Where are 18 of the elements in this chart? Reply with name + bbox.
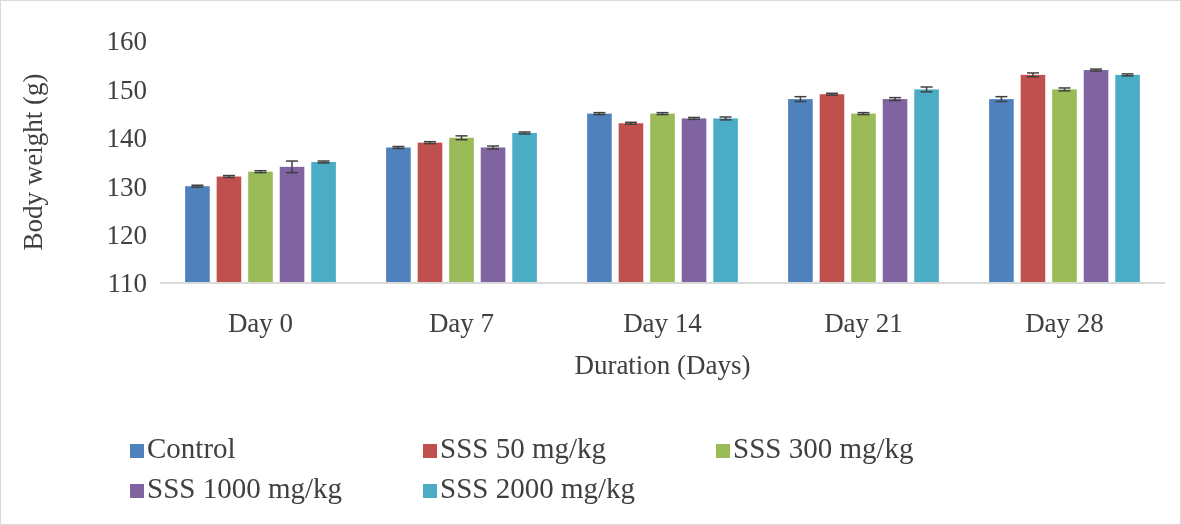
legend-label: SSS 300 mg/kg [733, 432, 914, 464]
y-tick-label: 160 [106, 26, 147, 57]
y-tick-label: 140 [106, 123, 147, 154]
legend-label: SSS 2000 mg/kg [440, 472, 635, 504]
x-axis-title: Duration (Days) [574, 350, 751, 380]
x-tick-label: Day 14 [623, 308, 703, 338]
legend-label: SSS 1000 mg/kg [147, 472, 342, 504]
y-tick-label: 150 [106, 74, 147, 105]
x-tick-label: Day 21 [824, 308, 903, 338]
y-axis-title: Body weight (g) [18, 73, 48, 251]
x-tick-label: Day 7 [428, 308, 495, 338]
y-tick-label: 110 [107, 268, 147, 299]
legend-label: SSS 50 mg/kg [440, 432, 606, 464]
y-tick-label: 120 [106, 220, 147, 251]
x-tick-label: Day 28 [1025, 308, 1104, 338]
x-tick-label: Day 0 [227, 308, 294, 338]
legend-label: Control [147, 432, 236, 464]
y-tick-label: 130 [106, 171, 147, 202]
